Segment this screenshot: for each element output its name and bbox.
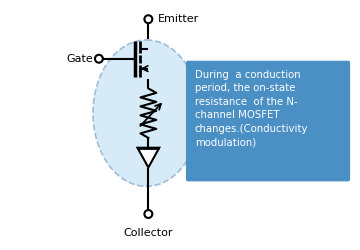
Circle shape (144, 15, 152, 23)
Text: Gate: Gate (66, 54, 93, 64)
Text: Emitter: Emitter (158, 14, 199, 24)
Text: During  a conduction
period, the on-state
resistance  of the N-
channel MOSFET
c: During a conduction period, the on-state… (195, 70, 308, 148)
Circle shape (144, 210, 152, 218)
Polygon shape (138, 148, 159, 168)
Circle shape (95, 55, 103, 63)
Text: Collector: Collector (123, 228, 173, 238)
Ellipse shape (93, 40, 200, 186)
FancyBboxPatch shape (186, 61, 350, 181)
